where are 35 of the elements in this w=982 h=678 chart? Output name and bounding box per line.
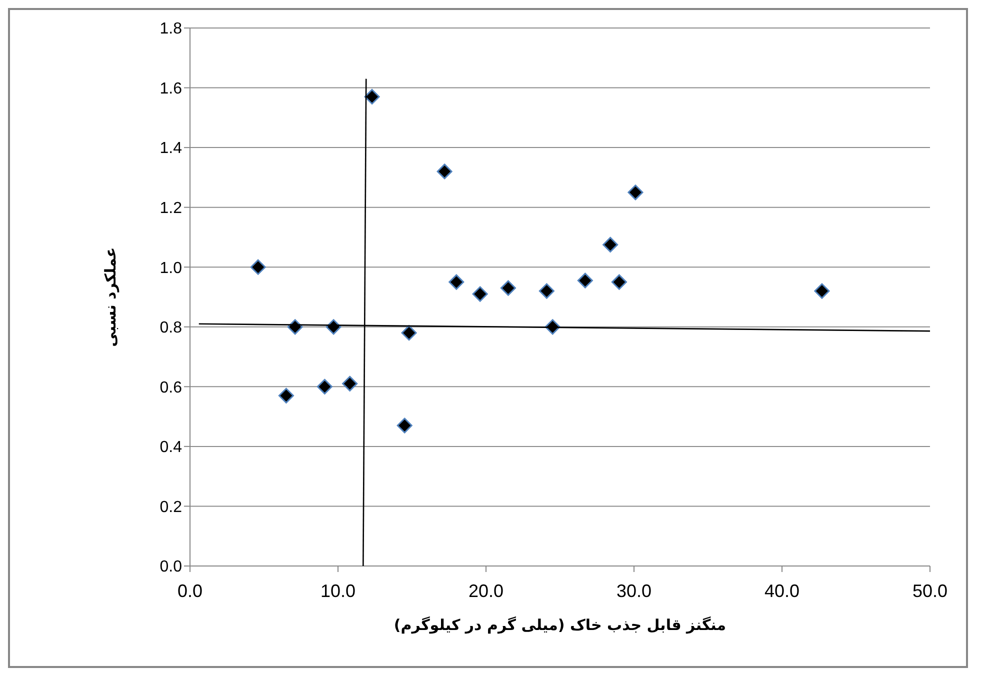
y-tick-label: 0.4 — [160, 439, 182, 456]
point — [448, 274, 464, 290]
point — [342, 376, 358, 392]
y-tick-label: 0.8 — [160, 320, 182, 337]
x-tick-label: 30.0 — [616, 580, 652, 601]
point — [364, 88, 380, 104]
point — [278, 388, 294, 404]
y-tick-label: 0.0 — [160, 558, 182, 576]
y-tick-label: 1.6 — [160, 80, 182, 98]
point — [250, 259, 266, 275]
point — [401, 325, 417, 341]
point — [814, 283, 830, 299]
point — [611, 274, 627, 290]
point — [500, 280, 516, 296]
point — [436, 164, 452, 180]
point — [602, 236, 618, 252]
y-tick-label: 0.2 — [160, 498, 182, 516]
y-axis-title: عملکرد نسبی — [101, 247, 120, 347]
point — [538, 283, 554, 299]
y-tick-label: 0.6 — [160, 379, 182, 396]
point — [628, 184, 644, 200]
point — [316, 378, 332, 394]
x-tick-label: 40.0 — [764, 580, 800, 601]
x-tick-label: 20.0 — [468, 580, 504, 601]
y-tick-label: 1.2 — [160, 200, 182, 218]
y-tick-label: 1.0 — [160, 260, 182, 277]
x-tick-label: 50.0 — [912, 580, 948, 601]
point — [396, 418, 412, 434]
y-tick-label: 1.4 — [160, 140, 182, 158]
x-tick-label: 0.0 — [177, 580, 203, 601]
point — [577, 272, 593, 288]
x-axis-title: منگنز قابل جذب خاک (میلی گرم در کیلوگرم) — [394, 616, 726, 634]
point — [472, 286, 488, 302]
y-tick-label: 1.8 — [160, 20, 182, 38]
x-tick-label: 10.0 — [320, 580, 356, 601]
